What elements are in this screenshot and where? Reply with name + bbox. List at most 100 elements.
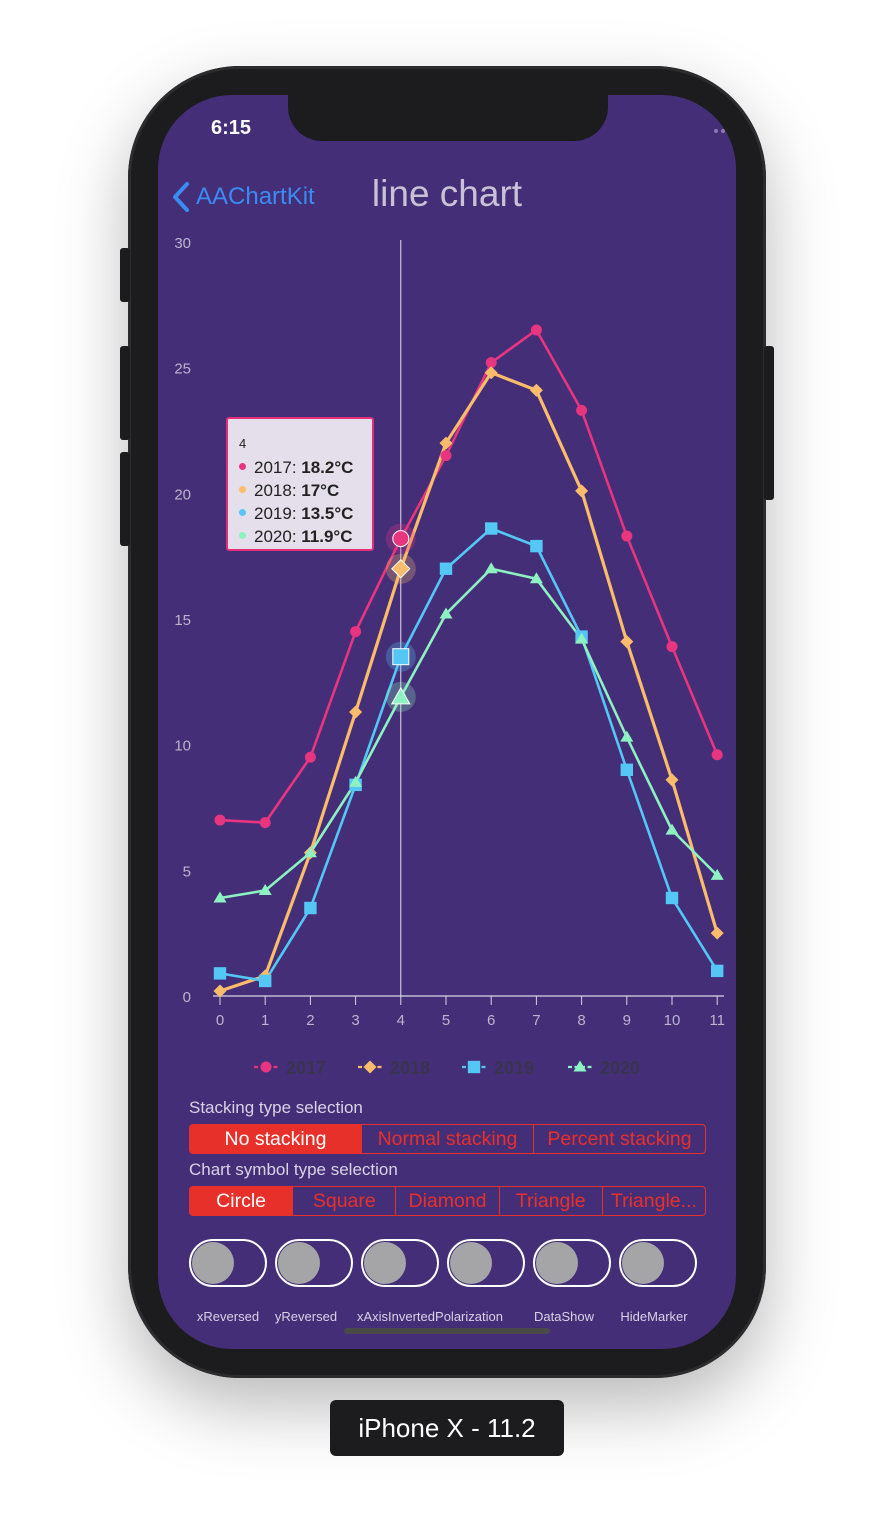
legend-item-2017[interactable]: 2017: [254, 1058, 326, 1078]
x-axis-inverted-label: xAxisInverted: [356, 1309, 436, 1324]
y-tick-label: 0: [183, 989, 191, 1006]
hide-marker-switch[interactable]: [619, 1239, 697, 1287]
y-tick-label: 15: [174, 612, 191, 629]
data-point-2017: [621, 530, 633, 542]
segment-percent-stacking[interactable]: Percent stacking: [533, 1125, 705, 1153]
status-time: 6:15: [210, 117, 252, 139]
chevron-left-icon: [173, 182, 189, 212]
signal-icon: [714, 129, 736, 133]
symbol-segmented-control: Circle Square Diamond Triangle Triangle.…: [189, 1186, 706, 1216]
x-tick-label: 7: [532, 1012, 540, 1029]
legend-item-2018[interactable]: 2018: [358, 1058, 430, 1078]
symbol-type-label: Chart symbol type selection: [189, 1160, 398, 1179]
data-point-2019: [620, 763, 633, 776]
switch-knob: [450, 1242, 492, 1284]
segment-normal-stacking[interactable]: Normal stacking: [361, 1125, 533, 1153]
x-tick-label: 5: [442, 1012, 450, 1029]
segment-no-stacking[interactable]: No stacking: [190, 1125, 361, 1153]
data-point-2017: [576, 404, 588, 416]
data-point-2020: [575, 632, 589, 644]
tooltip-value: 17°C: [301, 481, 340, 500]
legend-symbol-icon: [260, 1061, 272, 1073]
y-tick-label: 5: [183, 863, 191, 880]
tooltip-row-2017: 2017: 18.2°C: [239, 456, 372, 479]
segment-circle[interactable]: Circle: [190, 1187, 293, 1215]
tooltip-row-2019: 2019: 13.5°C: [239, 502, 372, 525]
stacking-segmented-control: No stacking Normal stacking Percent stac…: [189, 1124, 706, 1154]
x-axis-inverted-switch[interactable]: [361, 1239, 439, 1287]
data-point-2018: [349, 705, 363, 719]
tooltip-label: 2018:: [254, 481, 302, 500]
polarization-label: Polarization: [435, 1309, 503, 1324]
x-tick-label: 6: [487, 1012, 495, 1029]
data-point-2019: [665, 891, 679, 905]
data-point-2017: [485, 357, 497, 369]
segment-diamond[interactable]: Diamond: [395, 1187, 498, 1215]
data-point-2020: [620, 730, 634, 742]
legend-item-2020[interactable]: 2020: [568, 1058, 640, 1078]
switch-knob: [536, 1242, 578, 1284]
tooltip-value: 13.5°C: [301, 504, 354, 523]
segment-square[interactable]: Square: [292, 1187, 395, 1215]
data-point-2017: [711, 749, 723, 761]
y-tick-label: 10: [174, 738, 191, 755]
series-dot-icon: [239, 463, 246, 471]
switch-knob: [364, 1242, 406, 1284]
data-point-2020: [665, 823, 679, 835]
x-reversed-switch[interactable]: [189, 1239, 267, 1287]
y-reversed-label: yReversed: [274, 1309, 338, 1324]
series-dot-icon: [239, 486, 246, 494]
home-indicator: [344, 1328, 550, 1334]
data-point-2019: [259, 974, 272, 988]
data-point-2018: [575, 484, 589, 498]
y-tick-label: 25: [174, 361, 191, 378]
power-button: [764, 346, 774, 500]
legend-label: 2020: [600, 1058, 640, 1078]
tooltip-value: 18.2°C: [301, 458, 354, 477]
series-dot-icon: [239, 532, 246, 540]
line-chart[interactable]: 0 5 10 15 20 25 30 0 1 2 3 4 5 6 7 8 9 10 11 2017 2018 2019 20…: [158, 225, 736, 1095]
switch-knob: [278, 1242, 320, 1284]
data-point-2020: [529, 572, 543, 584]
polarization-switch[interactable]: [447, 1239, 525, 1287]
hover-point-2017: [392, 530, 410, 548]
tooltip-label: 2019:: [254, 504, 302, 523]
legend-symbol-icon: [573, 1060, 587, 1072]
x-tick-label: 8: [577, 1012, 585, 1029]
segment-triangle[interactable]: Triangle: [498, 1187, 602, 1215]
hide-marker-label: HideMarker: [620, 1309, 688, 1324]
data-point-2017: [440, 450, 452, 462]
x-tick-label: 1: [261, 1012, 269, 1029]
data-point-2018: [710, 926, 724, 940]
data-point-2017: [350, 626, 362, 638]
data-show-switch[interactable]: [533, 1239, 611, 1287]
series-line-2017: [219, 328, 719, 824]
tooltip-label: 2017:: [254, 458, 302, 477]
hover-point-2018: [391, 559, 411, 579]
data-point-2020: [484, 562, 498, 574]
x-tick-label: 11: [709, 1012, 725, 1029]
x-tick-label: 3: [351, 1012, 359, 1029]
data-point-2017: [259, 817, 271, 829]
segment-triangle-down[interactable]: Triangle...: [601, 1187, 705, 1215]
volume-down-button: [120, 452, 130, 546]
data-point-2020: [710, 868, 724, 880]
data-point-2018: [484, 366, 498, 380]
back-button-label: AAChartKit: [196, 183, 315, 210]
data-point-2018: [439, 436, 453, 450]
x-tick-label: 9: [623, 1012, 631, 1029]
x-tick-label: 10: [664, 1012, 681, 1029]
data-point-2020: [439, 607, 453, 619]
legend-item-2019[interactable]: 2019: [462, 1058, 534, 1078]
x-tick-label: 2: [306, 1012, 314, 1029]
data-point-2017: [304, 751, 316, 763]
hover-point-2019: [392, 648, 410, 666]
mute-switch: [120, 248, 130, 302]
back-button[interactable]: AAChartKit: [172, 179, 315, 215]
data-point-2020: [303, 846, 317, 858]
x-tick-label: 0: [216, 1012, 224, 1029]
data-point-2019: [530, 539, 543, 553]
data-point-2020: [349, 775, 363, 787]
y-reversed-switch[interactable]: [275, 1239, 353, 1287]
tooltip-value: 11.9°C: [301, 527, 353, 546]
